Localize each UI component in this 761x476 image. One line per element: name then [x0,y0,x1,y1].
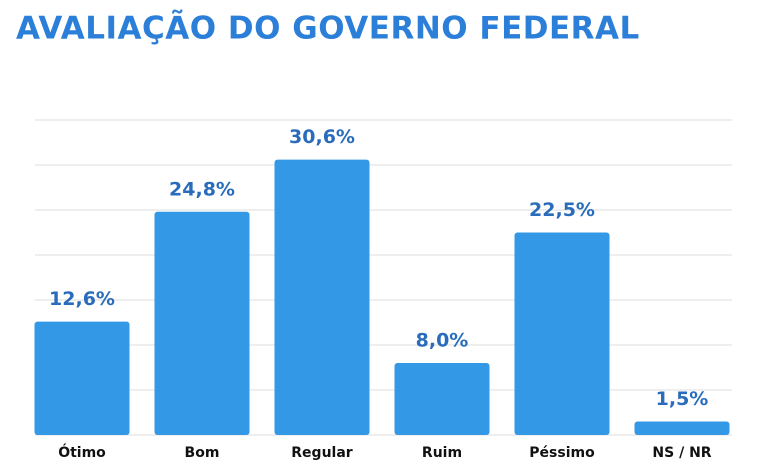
x-tick-label: Ótimo [58,443,106,461]
x-tick-label: Bom [185,445,220,461]
x-tick-label: Péssimo [529,445,595,461]
value-label: 12,6% [49,288,115,310]
bar [514,232,610,435]
chart-title: AVALIAÇÃO DO GOVERNO FEDERAL [16,10,640,47]
x-tick-label: Ruim [422,445,462,461]
value-label: 1,5% [656,388,709,410]
x-tick-label: NS / NR [652,445,711,461]
value-label: 24,8% [169,178,235,200]
bar [274,159,370,435]
value-label: 22,5% [529,199,595,221]
bar [394,363,490,435]
value-label: 30,6% [289,126,355,148]
value-label: 8,0% [416,330,469,352]
bar [154,211,250,435]
x-tick-label: Regular [291,445,353,461]
bar [634,421,730,435]
bar [34,321,130,435]
